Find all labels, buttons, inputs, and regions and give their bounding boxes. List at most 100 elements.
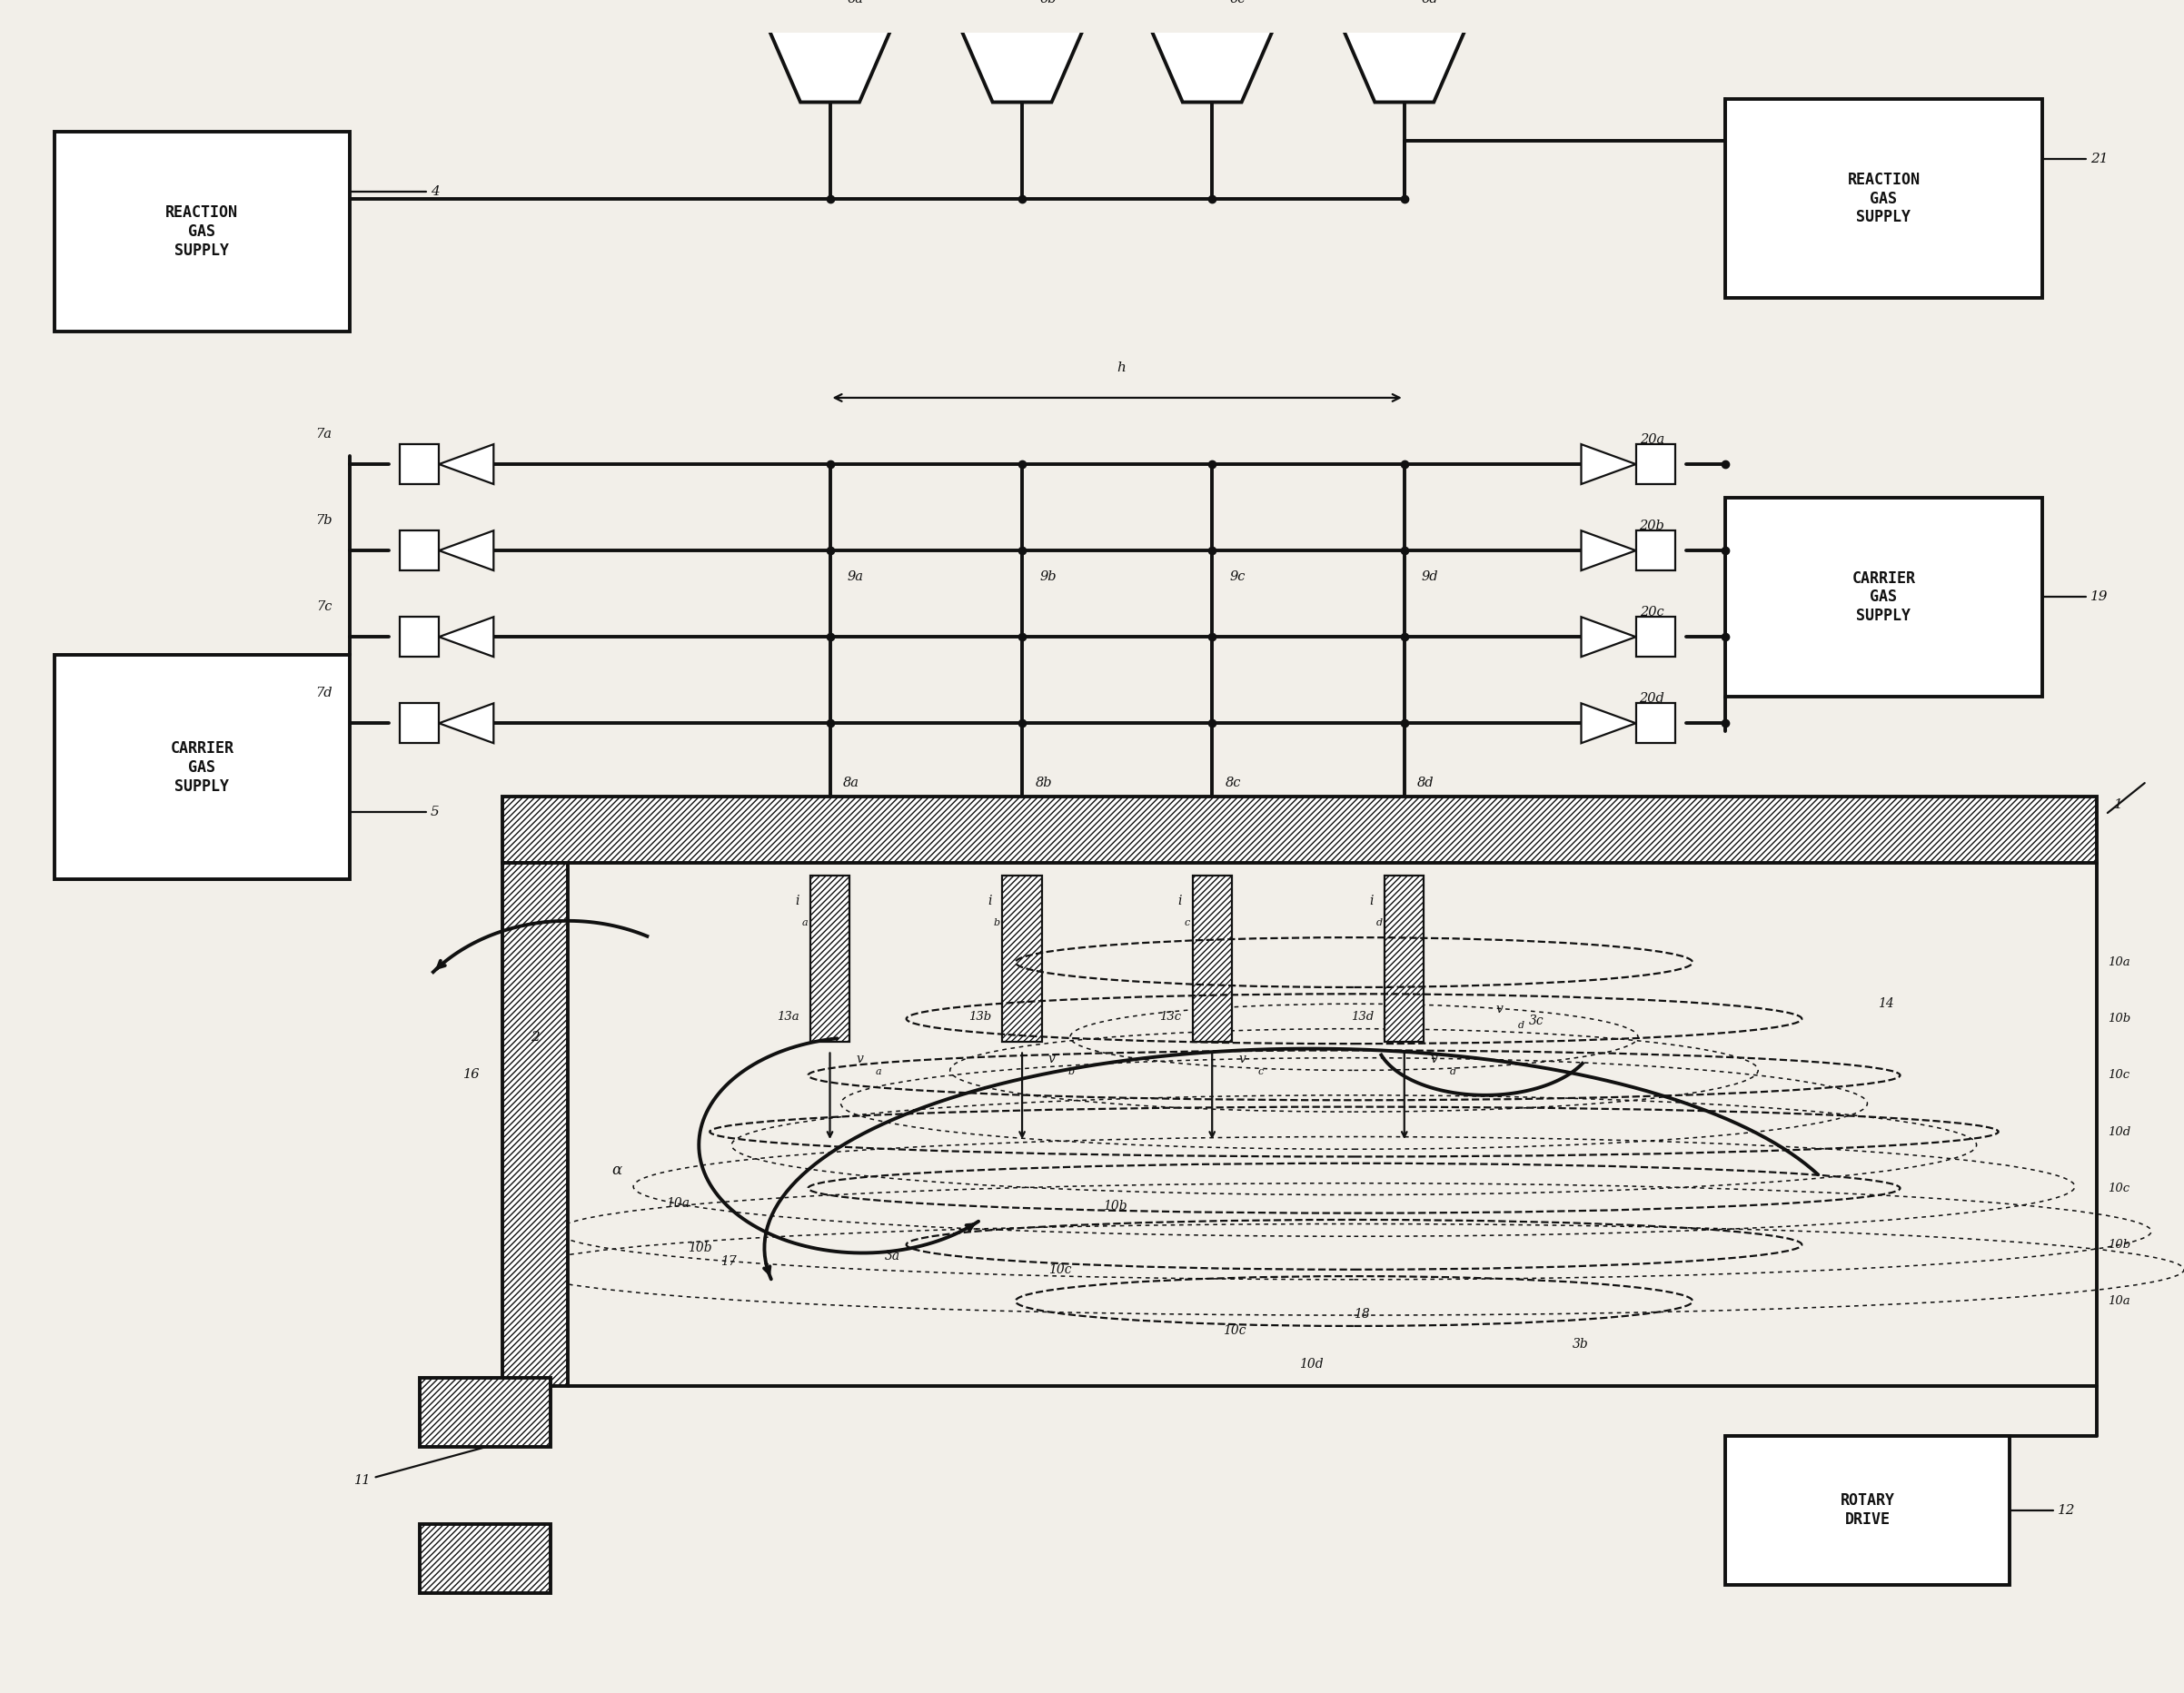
Text: 10b: 10b bbox=[2108, 1239, 2132, 1251]
Text: v: v bbox=[1048, 1053, 1055, 1065]
Text: 10b: 10b bbox=[1103, 1200, 1127, 1212]
Text: v: v bbox=[856, 1053, 863, 1065]
Text: 6a: 6a bbox=[847, 0, 863, 5]
Text: 13d: 13d bbox=[1350, 1011, 1374, 1023]
Text: 8a: 8a bbox=[843, 777, 858, 789]
Text: i: i bbox=[795, 894, 799, 907]
Text: 9d: 9d bbox=[1422, 571, 1439, 584]
Text: 7c: 7c bbox=[317, 601, 332, 613]
Text: 10b: 10b bbox=[688, 1241, 712, 1255]
Text: b: b bbox=[1068, 1067, 1075, 1077]
Text: REACTION
GAS
SUPPLY: REACTION GAS SUPPLY bbox=[166, 205, 238, 259]
Polygon shape bbox=[439, 616, 494, 657]
Text: a: a bbox=[876, 1067, 882, 1077]
Bar bbox=[400, 616, 439, 657]
Polygon shape bbox=[957, 19, 1088, 102]
Bar bbox=[1385, 875, 1424, 1043]
Text: 11: 11 bbox=[354, 1475, 371, 1486]
Bar bbox=[419, 1378, 550, 1448]
Text: i: i bbox=[987, 894, 992, 907]
Text: 3b: 3b bbox=[1572, 1337, 1588, 1351]
Text: ROTARY
DRIVE: ROTARY DRIVE bbox=[1841, 1493, 1894, 1529]
Bar bbox=[1725, 98, 2042, 298]
Text: 13b: 13b bbox=[968, 1011, 992, 1023]
Polygon shape bbox=[1581, 616, 1636, 657]
Bar bbox=[55, 132, 349, 332]
Bar bbox=[810, 875, 850, 1043]
Text: h: h bbox=[1118, 362, 1127, 374]
Text: REACTION
GAS
SUPPLY: REACTION GAS SUPPLY bbox=[1848, 171, 1920, 225]
Bar bbox=[419, 1524, 550, 1593]
Text: 10a: 10a bbox=[2108, 1295, 2129, 1307]
Text: 14: 14 bbox=[1878, 997, 1894, 1011]
Polygon shape bbox=[1339, 19, 1470, 102]
Text: d: d bbox=[1450, 1067, 1457, 1077]
Bar bbox=[1636, 444, 1675, 484]
Text: 8b: 8b bbox=[1035, 777, 1053, 789]
Bar bbox=[400, 530, 439, 571]
Text: c: c bbox=[1258, 1067, 1265, 1077]
Text: 17: 17 bbox=[721, 1255, 736, 1268]
Text: 10c: 10c bbox=[1048, 1263, 1072, 1277]
Text: 6b: 6b bbox=[1040, 0, 1057, 5]
Text: d: d bbox=[1518, 1021, 1524, 1029]
Text: 20a: 20a bbox=[1640, 433, 1664, 445]
Text: 8c: 8c bbox=[1225, 777, 1241, 789]
Text: 12: 12 bbox=[2057, 1503, 2075, 1517]
Text: c: c bbox=[1184, 918, 1190, 928]
Text: 9b: 9b bbox=[1040, 571, 1057, 584]
Text: 20c: 20c bbox=[1640, 606, 1664, 618]
Text: 10c: 10c bbox=[2108, 1070, 2129, 1082]
Text: 13a: 13a bbox=[778, 1011, 799, 1023]
Text: 19: 19 bbox=[2090, 591, 2108, 603]
Text: 3a: 3a bbox=[885, 1249, 900, 1263]
Text: i: i bbox=[1369, 894, 1374, 907]
Text: b: b bbox=[994, 918, 1000, 928]
Text: 4: 4 bbox=[430, 186, 439, 198]
Polygon shape bbox=[439, 703, 494, 743]
Text: 7d: 7d bbox=[314, 687, 332, 699]
Bar bbox=[55, 655, 349, 879]
Bar bbox=[400, 703, 439, 743]
Text: 9a: 9a bbox=[847, 571, 863, 584]
Polygon shape bbox=[764, 19, 895, 102]
Text: 8d: 8d bbox=[1417, 777, 1435, 789]
Text: 18: 18 bbox=[1354, 1309, 1369, 1321]
Text: 13c: 13c bbox=[1160, 1011, 1182, 1023]
Text: i: i bbox=[1177, 894, 1182, 907]
Text: v: v bbox=[1431, 1053, 1437, 1065]
Polygon shape bbox=[1581, 530, 1636, 571]
Text: v: v bbox=[1496, 1002, 1503, 1016]
Text: 10d: 10d bbox=[1299, 1358, 1324, 1371]
Text: 6d: 6d bbox=[1422, 0, 1439, 5]
Text: 5: 5 bbox=[430, 806, 439, 818]
Bar bbox=[1636, 703, 1675, 743]
Text: 20d: 20d bbox=[1638, 692, 1664, 704]
Text: 6c: 6c bbox=[1230, 0, 1245, 5]
Text: 2: 2 bbox=[531, 1031, 539, 1043]
Polygon shape bbox=[1581, 703, 1636, 743]
Text: α: α bbox=[612, 1161, 622, 1178]
Text: v: v bbox=[1238, 1053, 1245, 1065]
Text: 10a: 10a bbox=[2108, 957, 2129, 968]
Bar bbox=[502, 863, 568, 1387]
Text: CARRIER
GAS
SUPPLY: CARRIER GAS SUPPLY bbox=[170, 740, 234, 794]
Text: 10c: 10c bbox=[2108, 1182, 2129, 1194]
Polygon shape bbox=[439, 530, 494, 571]
Text: 10b: 10b bbox=[2108, 1012, 2132, 1024]
Text: 20b: 20b bbox=[1638, 520, 1664, 532]
Text: a: a bbox=[802, 918, 808, 928]
Text: 7b: 7b bbox=[314, 515, 332, 527]
Bar bbox=[1725, 498, 2042, 696]
Text: 10d: 10d bbox=[2108, 1126, 2132, 1138]
Bar bbox=[1002, 875, 1042, 1043]
Bar bbox=[502, 796, 2097, 863]
Bar bbox=[400, 444, 439, 484]
Bar bbox=[1192, 875, 1232, 1043]
Text: 1: 1 bbox=[2114, 797, 2123, 811]
Text: 3c: 3c bbox=[1529, 1014, 1544, 1028]
Text: CARRIER
GAS
SUPPLY: CARRIER GAS SUPPLY bbox=[1852, 571, 1915, 625]
Text: 9c: 9c bbox=[1230, 571, 1245, 584]
Bar bbox=[1725, 1436, 2009, 1585]
Text: 16: 16 bbox=[463, 1068, 480, 1080]
